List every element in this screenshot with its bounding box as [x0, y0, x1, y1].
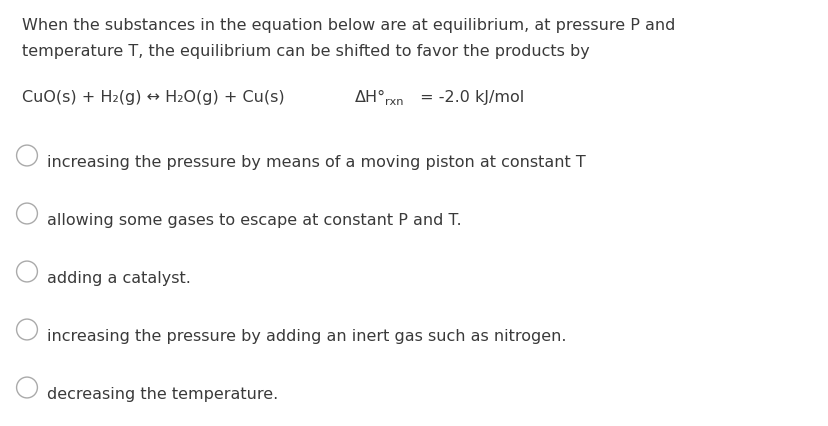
Text: temperature T, the equilibrium can be shifted to favor the products by: temperature T, the equilibrium can be sh… [22, 44, 589, 59]
Text: rxn: rxn [384, 97, 403, 107]
Text: decreasing the temperature.: decreasing the temperature. [47, 387, 278, 402]
Text: increasing the pressure by means of a moving piston at constant T: increasing the pressure by means of a mo… [47, 155, 585, 170]
Text: When the substances in the equation below are at equilibrium, at pressure P and: When the substances in the equation belo… [22, 18, 675, 33]
Text: ΔH°: ΔH° [354, 90, 386, 105]
Text: CuO(s) + H₂(g) ↔ H₂O(g) + Cu(s): CuO(s) + H₂(g) ↔ H₂O(g) + Cu(s) [22, 90, 284, 105]
Text: = -2.0 kJ/mol: = -2.0 kJ/mol [415, 90, 523, 105]
Text: adding a catalyst.: adding a catalyst. [47, 271, 191, 286]
Text: allowing some gases to escape at constant P and T.: allowing some gases to escape at constan… [47, 213, 461, 228]
Text: increasing the pressure by adding an inert gas such as nitrogen.: increasing the pressure by adding an ine… [47, 329, 566, 344]
